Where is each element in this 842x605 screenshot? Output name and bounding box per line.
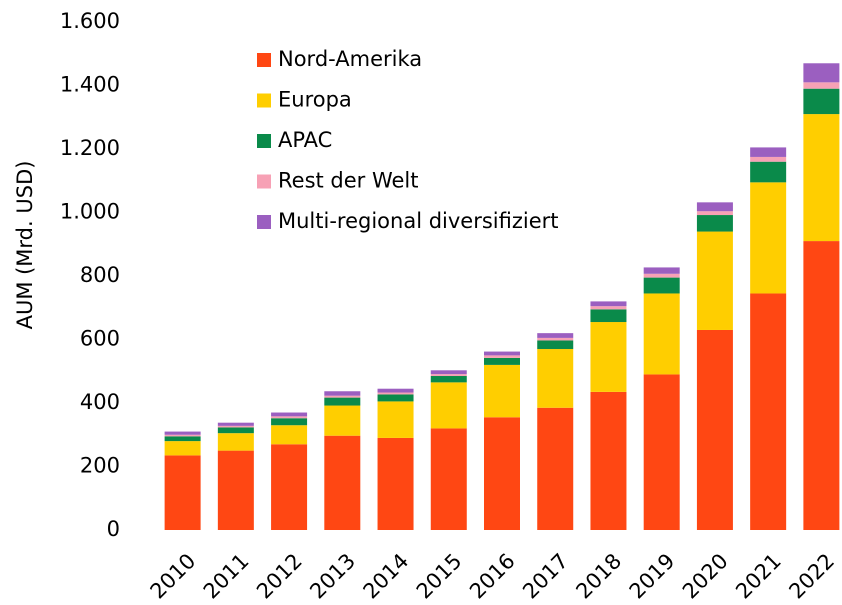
- y-tick-label: 200: [80, 454, 120, 478]
- bar-segment: [696, 211, 733, 216]
- x-tick-label: 2010: [146, 549, 201, 604]
- bar-segment: [430, 382, 467, 429]
- x-tick-label: 2020: [678, 549, 733, 604]
- bar-segment: [324, 397, 361, 406]
- bar-segment: [643, 267, 680, 274]
- bar-segment: [537, 337, 574, 341]
- bar-segment: [537, 349, 574, 408]
- bar-segment: [324, 435, 361, 530]
- bar-segment: [324, 391, 361, 396]
- legend-label: Europa: [278, 88, 352, 112]
- bar-segment: [750, 293, 787, 530]
- bar-segment: [537, 340, 574, 350]
- bar-segment: [377, 401, 414, 438]
- bar-segment: [164, 455, 201, 530]
- bar-segment: [430, 374, 467, 377]
- bar-segment: [537, 333, 574, 338]
- x-tick-label: 2012: [252, 549, 307, 604]
- y-tick-label: 1.400: [60, 73, 120, 97]
- bar-segment: [696, 231, 733, 330]
- legend-swatch: [257, 93, 271, 108]
- bar-segment: [377, 392, 414, 395]
- bar-segment: [271, 418, 308, 426]
- bar-segment: [590, 309, 627, 323]
- bar-segment: [271, 444, 308, 530]
- y-tick-label: 600: [80, 327, 120, 351]
- bar-segment: [590, 391, 627, 530]
- bar-segment: [803, 82, 840, 89]
- y-tick-label: 0: [107, 517, 120, 541]
- bar-segment: [696, 215, 733, 232]
- bar-segment: [217, 422, 254, 426]
- bar-segment: [217, 450, 254, 530]
- x-tick-label: 2016: [465, 549, 520, 604]
- bar-segment: [643, 277, 680, 294]
- bar-segment: [696, 329, 733, 530]
- x-tick-label: 2018: [571, 549, 626, 604]
- bar-segment: [643, 374, 680, 530]
- bar-segment: [484, 417, 520, 530]
- x-tick-label: 2011: [199, 549, 254, 604]
- x-tick-label: 2014: [359, 549, 414, 604]
- bar-segment: [164, 431, 201, 435]
- bar-segment: [271, 412, 308, 417]
- bar-segment: [750, 182, 787, 294]
- bar-segment: [217, 427, 254, 434]
- bar-segment: [590, 301, 627, 307]
- bar-segment: [217, 433, 254, 451]
- bar-segment: [377, 394, 414, 402]
- legend-label: APAC: [278, 128, 332, 152]
- legend-label: Multi-regional diversifiziert: [278, 209, 559, 233]
- bar-segment: [484, 351, 520, 356]
- bar-segment: [324, 405, 361, 436]
- x-tick-label: 2013: [305, 549, 360, 604]
- y-tick-label: 1.200: [60, 136, 120, 160]
- x-tick-label: 2015: [412, 549, 467, 604]
- bar-segment: [377, 388, 414, 393]
- bar-segment: [430, 428, 467, 530]
- bar-segment: [803, 63, 840, 83]
- bar-segment: [217, 425, 254, 428]
- bar-segment: [643, 293, 680, 375]
- legend-swatch: [257, 134, 271, 148]
- bar-segment: [537, 407, 574, 530]
- x-tick-label: 2017: [518, 549, 573, 604]
- bar-segment: [164, 434, 201, 437]
- bar-segment: [590, 322, 627, 392]
- legend-swatch: [257, 215, 271, 229]
- y-axis-label: AUM (Mrd. USD): [13, 161, 37, 330]
- y-tick-label: 800: [80, 263, 120, 287]
- bar-segment: [271, 416, 308, 419]
- bar-segment: [164, 441, 201, 456]
- bar-segment: [750, 147, 787, 157]
- bar-segment: [324, 395, 361, 398]
- bar-segment: [430, 370, 467, 375]
- y-tick-label: 1.000: [60, 200, 120, 224]
- bar-segment: [271, 425, 308, 445]
- bar-segment: [696, 202, 733, 212]
- legend-swatch: [257, 174, 271, 189]
- bar-segment: [430, 376, 467, 383]
- bar-segment: [377, 437, 414, 530]
- bar-segment: [803, 114, 840, 242]
- y-tick-label: 400: [80, 390, 120, 414]
- x-tick-label: 2019: [625, 549, 680, 604]
- x-tick-label: 2022: [784, 549, 839, 604]
- bar-segment: [803, 241, 840, 530]
- bar-segment: [750, 161, 787, 183]
- bar-segment: [643, 273, 680, 278]
- bar-segment: [484, 355, 520, 358]
- legend-swatch: [257, 53, 271, 67]
- legend-label: Rest der Welt: [278, 169, 419, 193]
- x-tick-label: 2021: [731, 549, 786, 604]
- y-tick-label: 1.600: [60, 9, 120, 33]
- bar-segment: [590, 306, 627, 310]
- bar-segment: [484, 364, 520, 418]
- bar-segment: [750, 156, 787, 162]
- legend-label: Nord-Amerika: [278, 47, 422, 71]
- bar-segment: [803, 88, 840, 115]
- bar-segment: [164, 436, 201, 442]
- bar-segment: [484, 357, 520, 365]
